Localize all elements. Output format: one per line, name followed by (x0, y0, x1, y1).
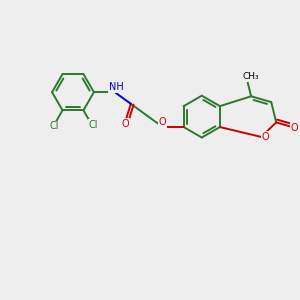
Text: NH: NH (109, 82, 124, 92)
Text: Cl: Cl (88, 120, 98, 130)
Text: O: O (262, 132, 269, 142)
Text: CH₃: CH₃ (243, 72, 259, 81)
Text: Cl: Cl (49, 121, 59, 131)
Text: O: O (159, 117, 166, 127)
Text: O: O (291, 123, 298, 133)
Text: O: O (121, 119, 129, 129)
